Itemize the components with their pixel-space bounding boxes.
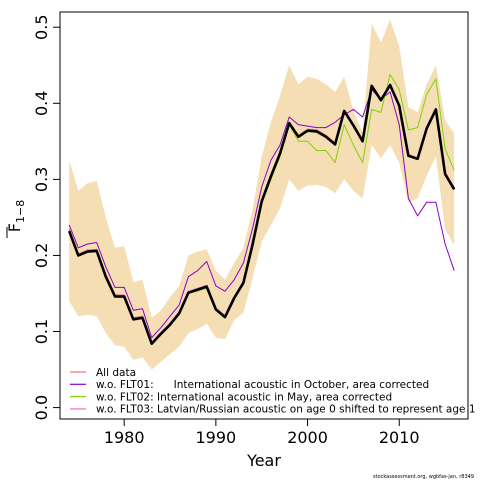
y-tick-label-4: 0.4 <box>32 91 51 116</box>
y-axis-title-sub: 1−8 <box>14 200 27 223</box>
credit-text: stockassessment.org, wgbfas-jan, r8349 <box>373 474 474 480</box>
x-tick-label-1980: 1980 <box>104 428 145 447</box>
svg-text:F1−8: F1−8 <box>5 200 27 232</box>
legend-label-2: w.o. FLT02: International acoustic in Ma… <box>96 391 392 403</box>
y-tick-label-5: 0.5 <box>32 14 51 39</box>
confidence-band-layer <box>69 19 455 370</box>
x-axis: 1980 1990 2000 2010 <box>104 419 420 447</box>
plot-frame <box>59 11 469 420</box>
legend-label-0: All data <box>96 367 136 379</box>
x-tick-label-1990: 1990 <box>196 428 237 447</box>
series-line-4 <box>67 83 456 346</box>
x-axis-title: Year <box>246 451 281 470</box>
confidence-band <box>69 19 455 370</box>
legend-label-1: w.o. FLT01: International acoustic in Oc… <box>96 379 429 391</box>
y-tick-label-1: 0.1 <box>32 319 51 344</box>
x-tick-label-2000: 2000 <box>287 428 328 447</box>
y-tick-label-3: 0.3 <box>32 167 51 192</box>
y-axis-title: F1−8 <box>5 200 27 238</box>
y-tick-label-0: 0.0 <box>32 395 51 420</box>
y-axis-title-main: F <box>5 223 24 232</box>
legend-label-3: w.o. FLT03: Latvian/Russian acoustic on … <box>96 404 476 416</box>
x-tick-label-2010: 2010 <box>379 428 420 447</box>
series-layer <box>67 73 456 346</box>
y-axis: 0.0 0.1 0.2 0.3 0.4 0.5 <box>32 14 60 420</box>
y-tick-label-2: 0.2 <box>32 243 51 268</box>
series-line-1 <box>68 89 455 339</box>
